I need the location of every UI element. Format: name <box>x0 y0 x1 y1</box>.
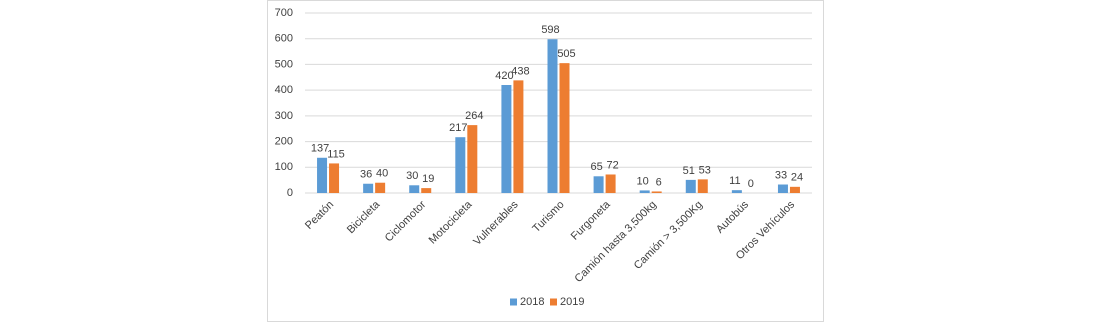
data-label: 33 <box>775 169 787 181</box>
data-label: 10 <box>637 175 649 187</box>
bar <box>639 190 650 193</box>
bar <box>375 182 386 193</box>
bar <box>777 184 788 193</box>
bar <box>547 39 558 193</box>
legend-label: 2018 <box>520 296 544 308</box>
y-tick-label: 700 <box>275 7 293 19</box>
bar <box>409 185 420 193</box>
chart-frame <box>267 0 824 322</box>
bar <box>593 176 604 193</box>
y-tick-label: 0 <box>287 187 293 199</box>
bar <box>513 80 524 193</box>
bar <box>605 174 616 193</box>
data-label: 19 <box>422 173 434 185</box>
data-label: 137 <box>311 143 329 155</box>
data-label: 53 <box>699 164 711 176</box>
bar <box>789 186 800 193</box>
bar <box>421 188 432 193</box>
data-label: 217 <box>449 122 467 134</box>
legend-label: 2019 <box>560 296 584 308</box>
data-label: 40 <box>376 168 388 180</box>
data-label: 30 <box>406 170 418 182</box>
bar <box>731 190 742 193</box>
bar <box>363 183 374 193</box>
y-tick-label: 100 <box>275 161 293 173</box>
data-label: 420 <box>495 70 513 82</box>
y-tick-label: 500 <box>275 58 293 70</box>
data-label: 115 <box>327 148 345 160</box>
bar <box>467 125 478 193</box>
data-label: 51 <box>683 165 695 177</box>
bar <box>501 85 512 193</box>
data-label: 0 <box>748 178 754 190</box>
legend-swatch <box>510 298 517 306</box>
bar <box>329 163 340 193</box>
data-label: 264 <box>465 110 483 122</box>
bar <box>559 63 570 194</box>
y-tick-label: 400 <box>275 84 293 96</box>
data-label: 11 <box>729 175 740 187</box>
data-label: 598 <box>541 24 559 36</box>
data-label: 6 <box>656 176 662 188</box>
y-tick-label: 300 <box>275 110 293 122</box>
bar <box>651 191 662 193</box>
data-label: 36 <box>360 169 372 181</box>
bar <box>697 179 708 193</box>
y-tick-label: 200 <box>275 135 293 147</box>
data-label: 438 <box>511 65 529 77</box>
legend-swatch <box>550 298 557 306</box>
data-label: 24 <box>791 172 803 184</box>
bar <box>455 137 466 193</box>
y-tick-label: 600 <box>275 33 293 45</box>
data-label: 72 <box>606 159 618 171</box>
bar <box>317 157 328 193</box>
data-label: 505 <box>557 48 575 60</box>
data-label: 65 <box>590 161 602 173</box>
bar <box>685 179 696 193</box>
